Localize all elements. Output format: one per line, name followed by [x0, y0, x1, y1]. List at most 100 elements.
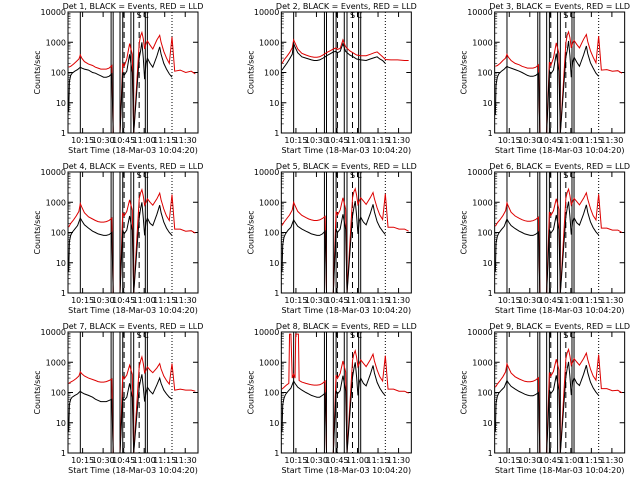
y-tick-label: 1000 [46, 198, 66, 207]
y-tick-label: 1000 [472, 198, 492, 207]
y-tick-label: 1 [274, 129, 279, 138]
y-tick-label: 10 [269, 419, 279, 428]
x-tick-label: 11:15 [153, 136, 176, 145]
x-tick-label: 10:15 [71, 456, 94, 465]
lld-line [281, 38, 409, 64]
marker-label: S [563, 11, 568, 20]
y-tick-label: 1000 [472, 358, 492, 367]
panel-title: Det 8, BLACK = Events, RED = LLD [276, 322, 417, 331]
y-tick-label: 100 [477, 69, 492, 78]
marker-label: S [350, 11, 355, 20]
y-tick-label: 100 [477, 229, 492, 238]
x-tick-label: 10:30 [92, 136, 115, 145]
y-tick-label: 10 [482, 99, 492, 108]
x-tick-label: 11:00 [346, 296, 369, 305]
x-axis-label: Start Time (18-Mar-03 10:04:20) [495, 466, 625, 475]
events-line [281, 200, 386, 294]
marker-label: C [357, 331, 363, 340]
panel-det-3: Det 3, BLACK = Events, RED = LLD 1 10 100 10… [460, 2, 630, 155]
y-tick-label: 10000 [254, 8, 279, 17]
x-axis-label: Start Time (18-Mar-03 10:04:20) [68, 306, 198, 315]
y-tick-label: 1 [274, 449, 279, 458]
events-line [494, 40, 600, 134]
x-tick-label: 10:15 [284, 456, 307, 465]
y-tick-label: 10 [269, 259, 279, 268]
x-tick-label: 11:15 [153, 456, 176, 465]
x-tick-label: 11:30 [600, 136, 623, 145]
x-tick-label: 11:00 [133, 456, 156, 465]
panel-title: Det 3, BLACK = Events, RED = LLD [489, 2, 630, 11]
events-line [68, 374, 173, 454]
y-tick-label: 10 [482, 419, 492, 428]
marker-label: C [143, 331, 149, 340]
x-tick-label: 11:00 [559, 456, 582, 465]
y-tick-label: 1000 [46, 358, 66, 367]
y-tick-label: 100 [264, 389, 279, 398]
x-axis-label: Start Time (18-Mar-03 10:04:20) [68, 146, 198, 155]
y-tick-label: 1 [488, 449, 493, 458]
events-line [494, 361, 600, 454]
y-tick-label: 10 [56, 99, 66, 108]
panel-title: Det 4, BLACK = Events, RED = LLD [63, 162, 204, 171]
x-tick-label: 11:15 [580, 296, 603, 305]
lld-line [68, 30, 196, 134]
panel-title: Det 5, BLACK = Events, RED = LLD [276, 162, 417, 171]
y-tick-label: 100 [264, 69, 279, 78]
y-tick-label: 1 [61, 449, 66, 458]
y-tick-label: 10 [56, 259, 66, 268]
plot-frame [280, 11, 412, 134]
y-tick-label: 100 [51, 389, 66, 398]
y-tick-label: 10 [56, 419, 66, 428]
events-line [281, 362, 386, 454]
x-tick-label: 11:15 [367, 296, 390, 305]
panel-det-6: Det 6, BLACK = Events, RED = LLD 1 10 100 10… [460, 162, 630, 315]
x-tick-label: 11:30 [174, 296, 197, 305]
marker-label: S [137, 11, 142, 20]
marker-label: C [570, 331, 576, 340]
x-tick-label: 11:00 [346, 136, 369, 145]
x-tick-label: 11:30 [600, 296, 623, 305]
marker-label: C [570, 171, 576, 180]
marker-label: S [137, 171, 142, 180]
x-axis-label: Start Time (18-Mar-03 10:04:20) [282, 466, 412, 475]
y-tick-label: 10000 [254, 328, 279, 337]
x-tick-label: 10:15 [498, 136, 521, 145]
y-tick-label: 100 [51, 229, 66, 238]
panel-title: Det 6, BLACK = Events, RED = LLD [489, 162, 630, 171]
x-tick-label: 10:15 [498, 456, 521, 465]
panel-det-8: Det 8, BLACK = Events, RED = LLD 1 10 100 10… [246, 322, 416, 475]
y-tick-label: 10000 [41, 168, 66, 177]
y-axis-label: Counts/sec [246, 210, 255, 254]
x-tick-label: 10:45 [112, 296, 135, 305]
panel-title: Det 9, BLACK = Events, RED = LLD [489, 322, 630, 331]
x-tick-label: 10:45 [325, 456, 348, 465]
x-tick-label: 11:00 [133, 296, 156, 305]
x-tick-label: 11:00 [133, 136, 156, 145]
x-tick-label: 10:30 [518, 136, 541, 145]
y-tick-label: 1 [488, 289, 493, 298]
y-tick-label: 1000 [259, 198, 279, 207]
panel-det-2: Det 2, BLACK = Events, RED = LLD 1 10 100 10… [246, 2, 416, 155]
events-line [68, 202, 173, 294]
x-tick-label: 11:00 [559, 296, 582, 305]
y-tick-label: 100 [51, 69, 66, 78]
marker-label: C [357, 171, 363, 180]
x-axis-label: Start Time (18-Mar-03 10:04:20) [282, 146, 412, 155]
y-tick-label: 10000 [467, 8, 492, 17]
x-tick-label: 11:30 [174, 456, 197, 465]
events-line [68, 42, 173, 134]
x-axis-label: Start Time (18-Mar-03 10:04:20) [68, 466, 198, 475]
lld-line [495, 30, 623, 134]
y-tick-label: 1000 [259, 358, 279, 367]
y-tick-label: 100 [477, 389, 492, 398]
marker-label: S [563, 331, 568, 340]
panel-det-5: Det 5, BLACK = Events, RED = LLD 1 10 100 10… [246, 162, 416, 315]
y-tick-label: 1 [274, 289, 279, 298]
y-tick-label: 10000 [41, 328, 66, 337]
y-tick-label: 1000 [259, 38, 279, 47]
x-tick-label: 10:30 [305, 456, 328, 465]
x-tick-label: 11:15 [367, 456, 390, 465]
x-tick-label: 11:30 [387, 296, 410, 305]
x-tick-label: 11:30 [387, 136, 410, 145]
